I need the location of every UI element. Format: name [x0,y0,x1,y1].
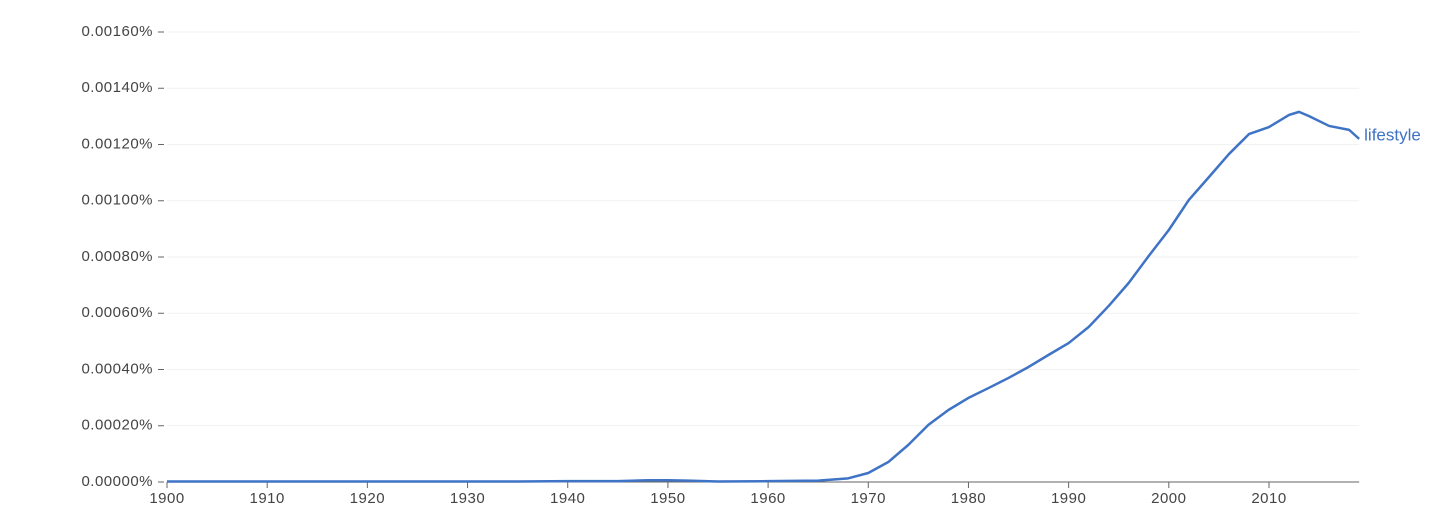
series-line [167,110,1360,483]
x-tick-label: 2000 [1151,490,1186,507]
x-tick-label: 1900 [149,490,184,507]
y-tick-label: 0.00020% [81,417,153,434]
x-tick-label: 1970 [851,490,886,507]
y-tick-label: 0.00160% [81,23,153,40]
x-tick-label: 1920 [350,490,385,507]
y-tick-label: 0.00140% [81,79,153,96]
y-tick-label: 0.00100% [81,192,153,209]
y-tick-label: 0.00040% [81,360,153,377]
x-tick-label: 1980 [951,490,986,507]
x-tick-label: 1960 [750,490,785,507]
y-tick-label: 0.00060% [81,304,153,321]
x-tick-label: 2010 [1251,490,1286,507]
y-tick-label: 0.00000% [81,473,153,490]
x-tick-label: 1930 [450,490,485,507]
x-tick-label: 1950 [650,490,685,507]
series-label: lifestyle [1364,125,1421,144]
y-tick-label: 0.00080% [81,248,153,265]
x-tick-label: 1910 [249,490,284,507]
y-tick-label: 0.00120% [81,135,153,152]
x-tick-label: 1940 [550,490,585,507]
x-tick-label: 1990 [1051,490,1086,507]
